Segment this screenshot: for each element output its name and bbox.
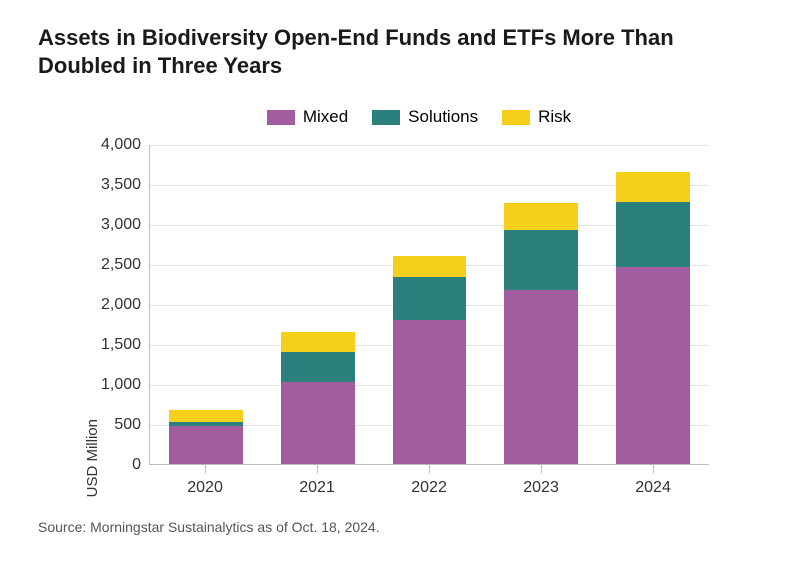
bar — [616, 172, 690, 464]
legend-item: Solutions — [372, 107, 478, 127]
bar-segment — [169, 426, 243, 464]
bar — [169, 410, 243, 464]
legend-swatch — [502, 110, 530, 125]
legend-label: Solutions — [408, 107, 478, 127]
y-axis: 4,0003,5003,0002,5002,0001,5001,0005000 — [101, 145, 149, 465]
x-tick-mark — [317, 465, 318, 473]
legend-item: Risk — [502, 107, 571, 127]
x-axis: 20202021202220232024 — [149, 465, 709, 497]
legend-swatch — [372, 110, 400, 125]
source-text: Source: Morningstar Sustainalytics as of… — [38, 519, 758, 535]
bar-segment — [504, 230, 578, 289]
y-axis-label: USD Million — [80, 419, 101, 497]
bar-segment — [504, 290, 578, 464]
bar-segment — [393, 277, 467, 320]
bar-segment — [281, 332, 355, 352]
bar-segment — [281, 352, 355, 382]
legend-label: Mixed — [303, 107, 348, 127]
legend-item: Mixed — [267, 107, 348, 127]
x-tick-label: 2020 — [149, 475, 261, 497]
legend-label: Risk — [538, 107, 571, 127]
bar-segment — [504, 203, 578, 230]
bar — [504, 203, 578, 464]
bar-segment — [169, 410, 243, 422]
x-tick-label: 2022 — [373, 475, 485, 497]
bars-group — [150, 145, 709, 464]
bar-segment — [281, 382, 355, 464]
bar-segment — [393, 256, 467, 277]
x-tick-mark — [541, 465, 542, 473]
bar-segment — [616, 172, 690, 202]
x-tick-label: 2021 — [261, 475, 373, 497]
x-tick-label: 2024 — [597, 475, 709, 497]
legend: Mixed Solutions Risk — [80, 107, 758, 127]
chart-container: Mixed Solutions Risk USD Million 4,0003,50… — [80, 107, 758, 497]
x-tick-mark — [653, 465, 654, 473]
bar — [281, 332, 355, 464]
x-tick-label: 2023 — [485, 475, 597, 497]
chart-title: Assets in Biodiversity Open-End Funds an… — [38, 24, 758, 79]
bar-segment — [393, 320, 467, 464]
legend-swatch — [267, 110, 295, 125]
x-tick-mark — [205, 465, 206, 473]
plot-area — [149, 145, 709, 465]
x-tick-mark — [429, 465, 430, 473]
bar-segment — [616, 202, 690, 268]
bar — [393, 256, 467, 464]
bar-segment — [616, 267, 690, 464]
